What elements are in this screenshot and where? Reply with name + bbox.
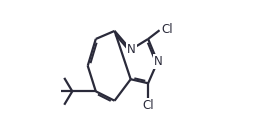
Text: N: N — [127, 42, 136, 55]
Text: Cl: Cl — [161, 23, 173, 36]
Text: Cl: Cl — [142, 99, 154, 112]
Text: N: N — [154, 55, 163, 68]
